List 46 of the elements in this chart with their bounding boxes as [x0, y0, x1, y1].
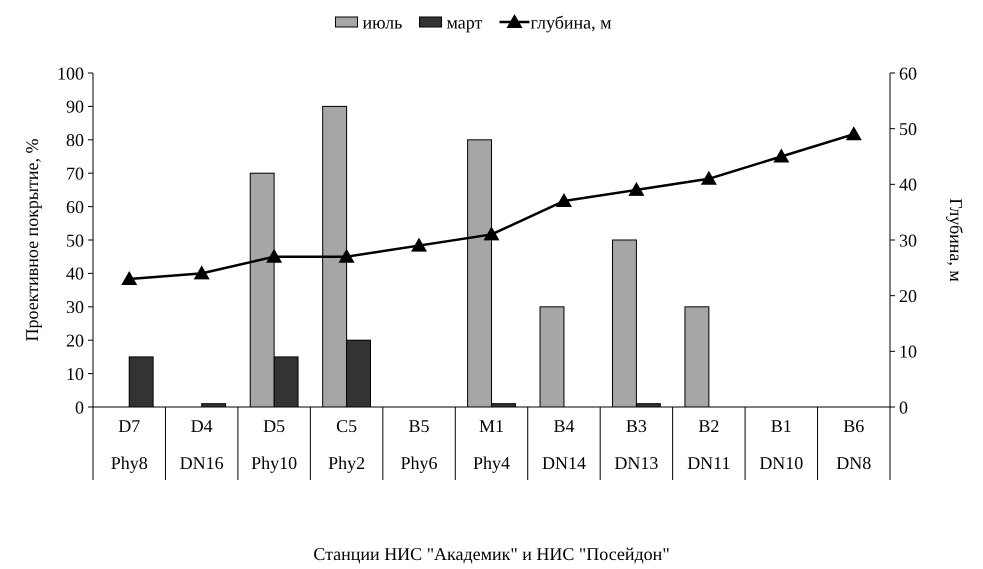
- point: [773, 148, 790, 162]
- point: [194, 265, 210, 280]
- legend-label: июль: [362, 12, 402, 32]
- point: [556, 193, 572, 208]
- y-tick-label: 0: [75, 397, 84, 418]
- legend-label: март: [446, 12, 483, 32]
- x-tick-label: D4 DN16: [180, 416, 224, 473]
- y2-axis-title: Глубина, м: [946, 198, 966, 282]
- x-tick-label: B3 DN13: [614, 416, 658, 473]
- point: [700, 170, 717, 185]
- y-tick-label: 20: [66, 330, 84, 350]
- y-tick-label: 50: [66, 230, 84, 250]
- point: [411, 238, 428, 252]
- y2-tick-label: 20: [899, 286, 917, 306]
- point: [338, 248, 355, 263]
- y2-tick-label: 0: [899, 397, 908, 418]
- x-axis-title: Станции НИС "Академик" и НИС "Посейдон": [313, 544, 670, 564]
- x-tick-label: M1 Phy4: [472, 416, 510, 473]
- point: [484, 226, 500, 240]
- y2-tick-label: 60: [899, 63, 917, 84]
- y-tick-label: 100: [57, 63, 84, 84]
- x-tick-label: B4 DN14: [542, 416, 586, 473]
- x-tick-label: D5 Phy10: [251, 416, 298, 473]
- y-tick-label: 90: [66, 96, 84, 117]
- y2-tick-label: 30: [899, 230, 917, 250]
- x-tick-label: B5 Phy6: [400, 416, 438, 473]
- y-tick-label: 70: [66, 164, 84, 184]
- x-tick-label: B6 DN8: [836, 416, 872, 473]
- point: [121, 270, 138, 285]
- y-tick-label: 60: [66, 196, 84, 217]
- y-tick-label: 30: [66, 297, 84, 318]
- x-tick-label: C5 Phy2: [328, 416, 366, 473]
- y2-tick-label: 40: [899, 174, 917, 195]
- y-tick-label: 10: [66, 364, 84, 384]
- y-tick-label: 40: [66, 264, 84, 284]
- point: [846, 126, 862, 140]
- y2-tick-label: 50: [899, 118, 917, 139]
- point: [628, 182, 644, 196]
- x-tick-label: B2 DN11: [687, 416, 731, 473]
- legend-label: глубина, м: [530, 12, 612, 32]
- x-tick-label: D7 Phy8: [110, 416, 148, 473]
- x-tick-label: B1 DN10: [759, 416, 804, 473]
- point: [266, 248, 282, 263]
- y-tick-label: 80: [66, 130, 84, 150]
- y2-tick-label: 10: [899, 342, 917, 362]
- y-axis-title: Проективное покрытие, %: [22, 138, 42, 342]
